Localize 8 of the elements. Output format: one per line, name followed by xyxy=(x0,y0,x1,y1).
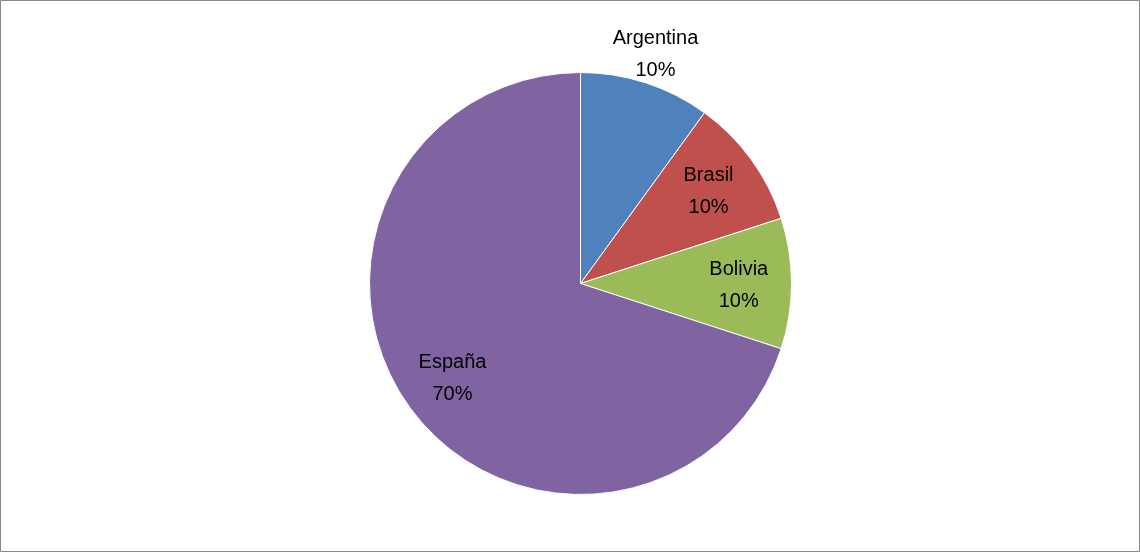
data-label: 70% xyxy=(432,381,473,404)
data-label: 10% xyxy=(635,57,676,80)
slice-label: España xyxy=(418,349,488,372)
slice-label: Bolivia xyxy=(709,256,770,279)
slice-label: Brasil xyxy=(683,163,734,186)
data-label: 10% xyxy=(718,288,759,311)
slice-label: Argentina xyxy=(612,25,700,48)
data-label: 10% xyxy=(688,195,729,218)
